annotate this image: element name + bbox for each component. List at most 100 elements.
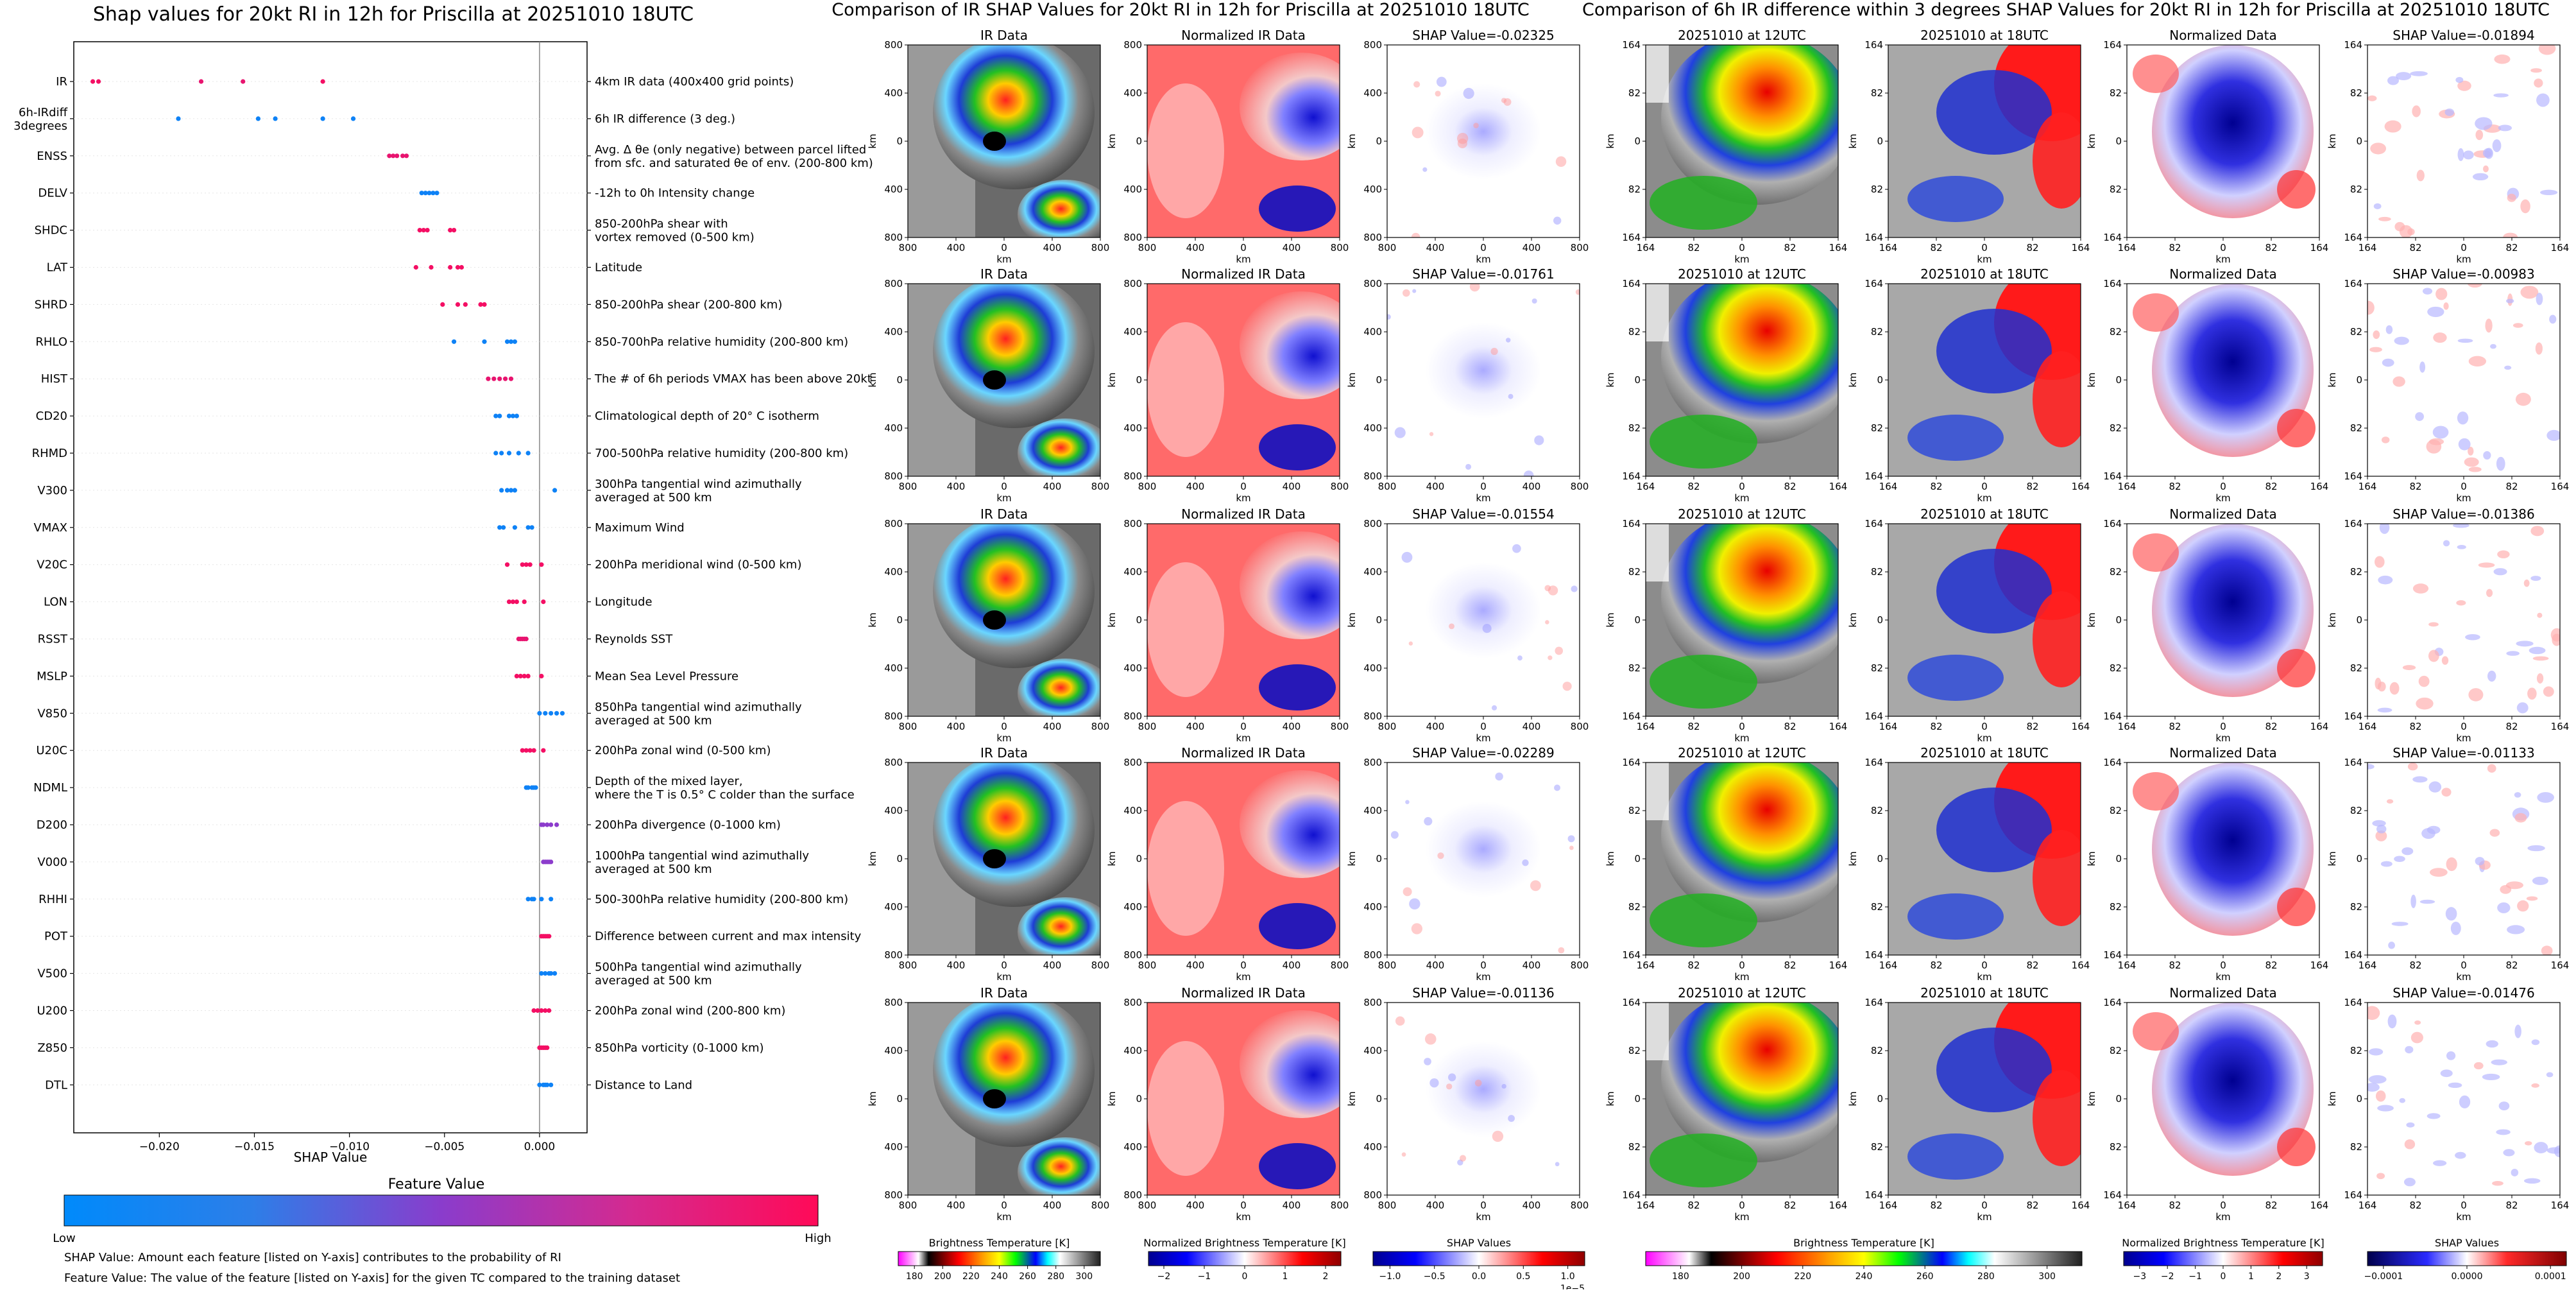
shap-point [520,748,525,753]
panel-image [2367,1003,2560,1195]
shap-point [539,971,544,976]
x-tick-label: 400 [947,960,966,971]
x-tick-label: 400 [1523,721,1541,732]
y-tick-label: 164 [2344,997,2362,1008]
shap-point [549,859,554,865]
y-tick-label: 82 [1871,1045,1883,1056]
feature-name: NDML [33,781,67,795]
x-tick-label: 164 [1829,1200,1848,1211]
x-tick-label: 82 [2505,1200,2518,1211]
y-tick-label: 164 [2103,518,2122,530]
x-tick-label: 800 [1378,481,1397,492]
colorbar-label: Normalized Brightness Temperature [K] [1143,1237,1346,1249]
y-tick-label: 164 [2344,470,2362,482]
feature-row-dtl: DTL Distance to Land [45,1078,692,1092]
y-tick-label: 0 [2115,135,2122,147]
shap-point [387,153,392,159]
panel-title: 20251010 at 12UTC [1678,745,1806,761]
x-tick-label: −0.010 [329,1141,370,1153]
panel-title: Normalized Data [2169,266,2277,282]
shap-point [559,711,565,716]
colorbar-tick-label: −2 [2161,1271,2174,1282]
colorbar-tick-label: 300 [1075,1271,1093,1282]
x-tick-label: 164 [2358,1200,2377,1211]
shap-point [459,264,465,270]
y-tick-label: 400 [1123,805,1142,816]
panel-image [2127,1003,2319,1195]
x-tick-label: 400 [1283,960,1301,971]
irdiff-colorbar-shap: SHAP Values −0.0001 0.0000 0.0001 [2364,1237,2567,1282]
panel-title: 20251010 at 18UTC [1920,28,2049,43]
feature-description: Latitude [595,261,642,275]
feature-description: -12h to 0h Intensity change [595,187,755,200]
colorbar-tick-label: 0 [2221,1271,2226,1282]
x-tick-label: 164 [2072,1200,2090,1211]
x-tick-label: 800 [1571,721,1589,732]
colorbar-tick-label: −0.5 [1424,1271,1446,1282]
panel-title: 20251010 at 12UTC [1678,28,1806,43]
shap-point [543,971,548,976]
shap-point [429,264,434,270]
y-tick-label: 400 [884,1045,903,1056]
colorbar-tick-label: 0.5 [1516,1271,1530,1282]
x-tick-label: 0 [1981,721,1988,732]
feature-row-rhmd: RHMD 700-500hPa relative humidity (200-80… [32,447,849,460]
x-tick-label: 82 [2409,721,2421,732]
y-tick-label: 82 [2350,662,2362,674]
x-tick-label: 82 [2026,721,2038,732]
colorbar-label: Brightness Temperature [K] [929,1237,1070,1249]
panel-image [1888,284,2081,476]
y-tick-label: 164 [2103,949,2122,961]
y-tick-label: 400 [1363,805,1382,816]
feature-row-v850: V850 850hPa tangential wind azimuthally av… [37,700,802,727]
y-tick-label: 82 [1628,901,1641,913]
shap-point [482,302,487,307]
x-tick-label: 800 [899,1200,917,1211]
x-tick-label: 400 [1186,721,1205,732]
x-tick-label: 400 [1523,960,1541,971]
feature-description: Mean Sea Level Pressure [595,669,738,683]
y-tick-label: 164 [2344,518,2362,530]
colorbar-tick-label: 2 [2276,1271,2282,1282]
x-tick-label: 164 [2118,1200,2137,1211]
feature-name: ENSS [37,150,67,163]
shap-point [478,302,483,307]
y-tick-label: 800 [1363,997,1382,1008]
x-tick-label: 82 [2505,960,2518,971]
x-tick-label: 800 [1378,721,1397,732]
x-tick-label: 0 [1739,481,1745,492]
x-tick-label: −0.005 [424,1141,465,1153]
y-tick-label: 0 [2356,374,2362,386]
x-tick-label: 400 [1043,481,1062,492]
x-tick-label: 164 [2551,242,2570,254]
x-tick-label: 0 [1001,481,1007,492]
y-tick-label: 400 [884,422,903,434]
panel-title: IR Data [980,28,1028,43]
y-tick-label: 82 [2350,326,2362,338]
panel-title: SHAP Value=-0.02325 [1412,28,1554,43]
colorbar-tick-label: 180 [1672,1271,1689,1282]
x-axis-label: km [2215,254,2230,265]
feature-row-cd20: CD20 Climatological depth of 20° C isothe… [36,409,819,423]
y-axis-label: km [1346,612,1358,627]
x-tick-label: 164 [2072,721,2090,732]
feature-row-shrd: SHRD 850-200hPa shear (200-800 km) [35,298,783,311]
shap-point [425,228,430,233]
colorbar-tick-label: −0.0001 [2364,1271,2403,1282]
summary-plot-frame [73,41,588,1133]
y-tick-label: 0 [1376,374,1382,386]
x-tick-label: 0 [1981,960,1988,971]
colorbar-high-label: High [805,1232,831,1245]
y-tick-label: 164 [2344,232,2362,243]
y-tick-label: 164 [2344,1189,2362,1201]
y-tick-label: 0 [1136,614,1142,626]
y-tick-label: 400 [1123,901,1142,913]
panel-title: 20251010 at 18UTC [1920,506,2049,522]
y-tick-label: 400 [1363,901,1382,913]
y-tick-label: 400 [1123,326,1142,338]
y-tick-label: 82 [2110,1045,2122,1056]
